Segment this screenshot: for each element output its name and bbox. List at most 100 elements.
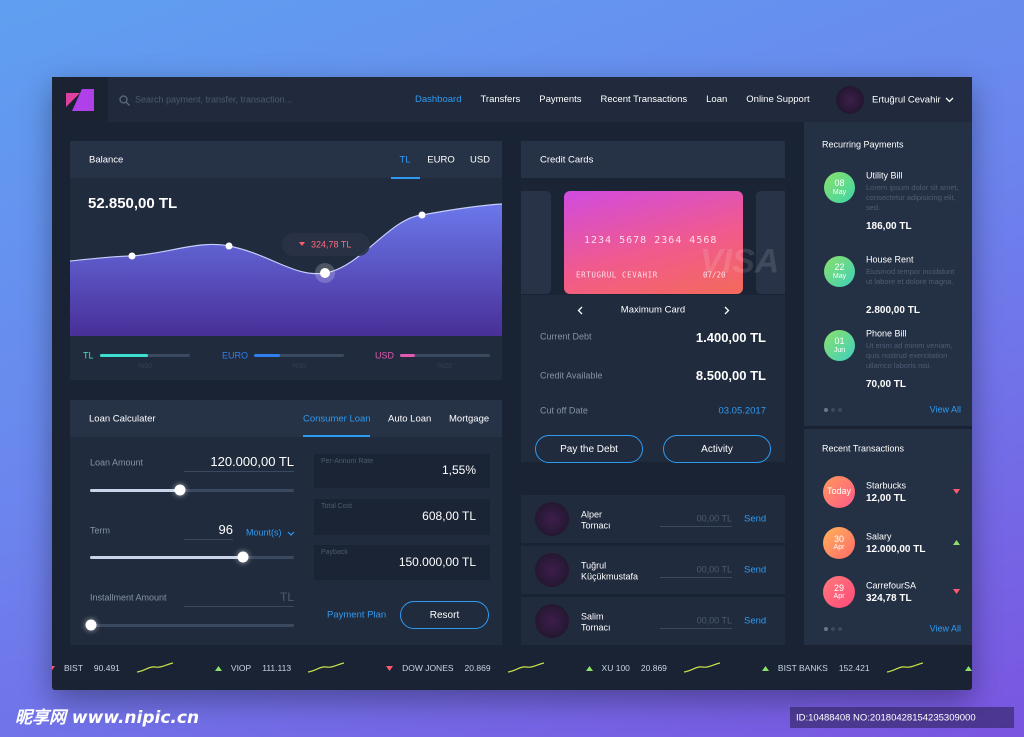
loan-amount[interactable]: 120.000,00 TL <box>210 454 294 470</box>
balance-chart <box>70 203 502 336</box>
legend-share: %30 <box>291 362 307 370</box>
slider[interactable] <box>90 556 294 559</box>
ticker-item: XU 100 20.869 <box>585 662 720 674</box>
next-card[interactable] <box>724 306 730 315</box>
term-unit[interactable]: Mount(s) <box>246 527 282 538</box>
payment-title: House Rent <box>866 254 914 265</box>
activity-button[interactable]: Activity <box>663 435 771 463</box>
input-underline <box>660 628 732 629</box>
card-name: Maximum Card <box>620 304 686 316</box>
loan-header <box>70 400 502 437</box>
card-ghost[interactable] <box>756 191 785 294</box>
slider-handle[interactable] <box>174 484 186 496</box>
installment-input[interactable]: TL <box>279 589 294 604</box>
result-box <box>314 499 490 535</box>
term-value[interactable]: 96 <box>218 522 233 538</box>
card-ghost[interactable] <box>521 191 551 294</box>
ticker-item: VIOP 111.113 <box>214 662 345 674</box>
date-day: 30 <box>833 533 844 544</box>
date-month: Apr <box>833 593 845 601</box>
nav-item[interactable]: Recent Transactions <box>600 94 688 105</box>
legend-label: EURO <box>222 350 249 361</box>
sparkline <box>507 662 544 673</box>
result-value: 608,00 TL <box>422 508 476 523</box>
ticker-item: DOW JONES 20.869 <box>386 662 544 674</box>
first-name: Tuğrul <box>581 560 607 571</box>
watermark-id: ID:10488408 NO:20180428154235309000 <box>796 712 976 724</box>
avatar[interactable] <box>535 553 569 587</box>
nav-item[interactable]: Online Support <box>746 94 810 105</box>
row-label: Cut off Date <box>540 405 588 416</box>
pay-button[interactable]: Pay the Debt <box>535 435 643 463</box>
avatar[interactable] <box>836 86 864 114</box>
trend-arrow <box>214 665 222 671</box>
nav-item[interactable]: Dashboard <box>415 94 462 105</box>
input-underline <box>660 577 732 578</box>
date-day: 01 <box>834 336 845 347</box>
user-menu-caret[interactable] <box>945 97 954 103</box>
payment-amount: 70,00 TL <box>866 379 907 390</box>
date-day: Today <box>826 486 852 497</box>
balance-amount: 52.850,00 TL <box>88 195 178 212</box>
send-link[interactable]: Send <box>744 564 767 576</box>
sparkline <box>683 662 720 673</box>
slider-handle[interactable] <box>85 619 97 631</box>
tab[interactable]: Auto Loan <box>388 413 432 425</box>
slider[interactable] <box>90 489 294 492</box>
transaction-name: CarrefourSA <box>866 580 917 591</box>
avatar[interactable] <box>535 604 569 638</box>
recurring-title: Recurring Payments <box>822 139 904 150</box>
card-holder: ERTUGRUL CEVAHIR <box>576 270 658 280</box>
ticker-name: BIST <box>64 663 83 673</box>
sparkline <box>308 662 345 673</box>
credit-card-title: Credit Cards <box>540 154 594 166</box>
legend-bar <box>254 354 344 357</box>
prev-card[interactable] <box>577 306 583 315</box>
date-month: Jun <box>833 346 846 354</box>
user-name[interactable]: Ertuğrul Cevahir <box>872 94 941 106</box>
payment-amount: 2.800,00 TL <box>866 305 920 316</box>
amount-input[interactable]: 00,00 TL <box>696 564 732 575</box>
transaction-amount: 12.000,00 TL <box>866 544 926 555</box>
nav-item[interactable]: Loan <box>706 94 728 105</box>
tab[interactable]: Consumer Loan <box>303 413 371 425</box>
row-value: 03.05.2017 <box>718 405 766 417</box>
slider-handle[interactable] <box>237 551 249 563</box>
transaction-amount: 12,00 TL <box>866 493 907 504</box>
tab-indicator <box>391 177 420 179</box>
result-value: 150.000,00 TL <box>398 554 476 569</box>
input-underline <box>184 471 294 472</box>
tab[interactable]: Mortgage <box>449 413 490 425</box>
trend-arrow <box>52 665 55 670</box>
tab[interactable]: USD <box>469 154 491 166</box>
amount-input[interactable]: 00,00 TL <box>696 513 732 524</box>
logo[interactable] <box>66 89 94 111</box>
transaction-name: Starbucks <box>866 480 907 491</box>
credit-card[interactable] <box>564 191 743 294</box>
tab[interactable]: TL <box>399 154 411 166</box>
view-all[interactable]: View All <box>929 404 961 415</box>
nav-item[interactable]: Payments <box>539 94 582 105</box>
tab[interactable]: EURO <box>427 154 455 166</box>
avatar[interactable] <box>535 502 569 536</box>
amount-input[interactable]: 00,00 TL <box>696 615 732 626</box>
search-input[interactable]: Search payment, transfer, transaction... <box>135 94 293 105</box>
trend-arrow <box>585 665 593 671</box>
send-link[interactable]: Send <box>744 513 767 525</box>
ticker-value: 20.869 <box>640 663 667 673</box>
search-icon <box>119 95 130 106</box>
legend-label: USD <box>375 350 395 361</box>
first-name: Alper <box>581 509 603 520</box>
payment-description: Lorem ipsum dolor sit amet, consectetur … <box>866 183 959 212</box>
send-link[interactable]: Send <box>744 615 767 627</box>
payment-plan-link[interactable]: Payment Plan <box>327 609 387 621</box>
ticker-name: BIST BANKS <box>777 663 828 673</box>
view-all[interactable]: View All <box>929 623 961 634</box>
slider[interactable] <box>90 624 294 627</box>
field-label: Installment Amount <box>90 592 167 603</box>
nav-item[interactable]: Transfers <box>480 94 521 105</box>
trend-arrow <box>953 540 960 545</box>
resort-button[interactable]: Resort <box>400 601 489 629</box>
card-expiry: 07/20 <box>703 270 726 280</box>
